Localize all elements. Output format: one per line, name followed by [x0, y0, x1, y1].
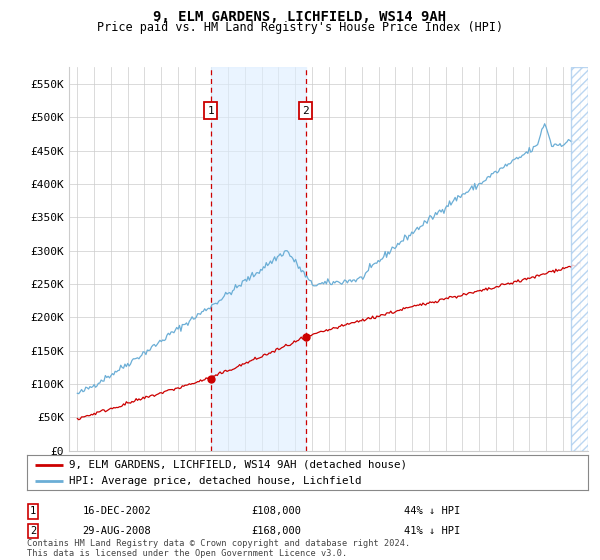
- Text: 16-DEC-2002: 16-DEC-2002: [83, 506, 151, 516]
- Text: Contains HM Land Registry data © Crown copyright and database right 2024.
This d: Contains HM Land Registry data © Crown c…: [27, 539, 410, 558]
- Text: HPI: Average price, detached house, Lichfield: HPI: Average price, detached house, Lich…: [69, 477, 362, 486]
- Text: 9, ELM GARDENS, LICHFIELD, WS14 9AH: 9, ELM GARDENS, LICHFIELD, WS14 9AH: [154, 10, 446, 24]
- Text: 41% ↓ HPI: 41% ↓ HPI: [404, 526, 460, 536]
- Bar: [571, 67, 588, 451]
- Text: 2: 2: [302, 106, 309, 115]
- Text: 9, ELM GARDENS, LICHFIELD, WS14 9AH (detached house): 9, ELM GARDENS, LICHFIELD, WS14 9AH (det…: [69, 460, 407, 470]
- Text: Price paid vs. HM Land Registry's House Price Index (HPI): Price paid vs. HM Land Registry's House …: [97, 21, 503, 34]
- Bar: [211, 67, 306, 451]
- Text: £168,000: £168,000: [251, 526, 301, 536]
- Text: 29-AUG-2008: 29-AUG-2008: [83, 526, 151, 536]
- Text: 1: 1: [30, 506, 36, 516]
- Text: £108,000: £108,000: [251, 506, 301, 516]
- Text: 2: 2: [30, 526, 36, 536]
- Text: 1: 1: [207, 106, 214, 115]
- Text: 44% ↓ HPI: 44% ↓ HPI: [404, 506, 460, 516]
